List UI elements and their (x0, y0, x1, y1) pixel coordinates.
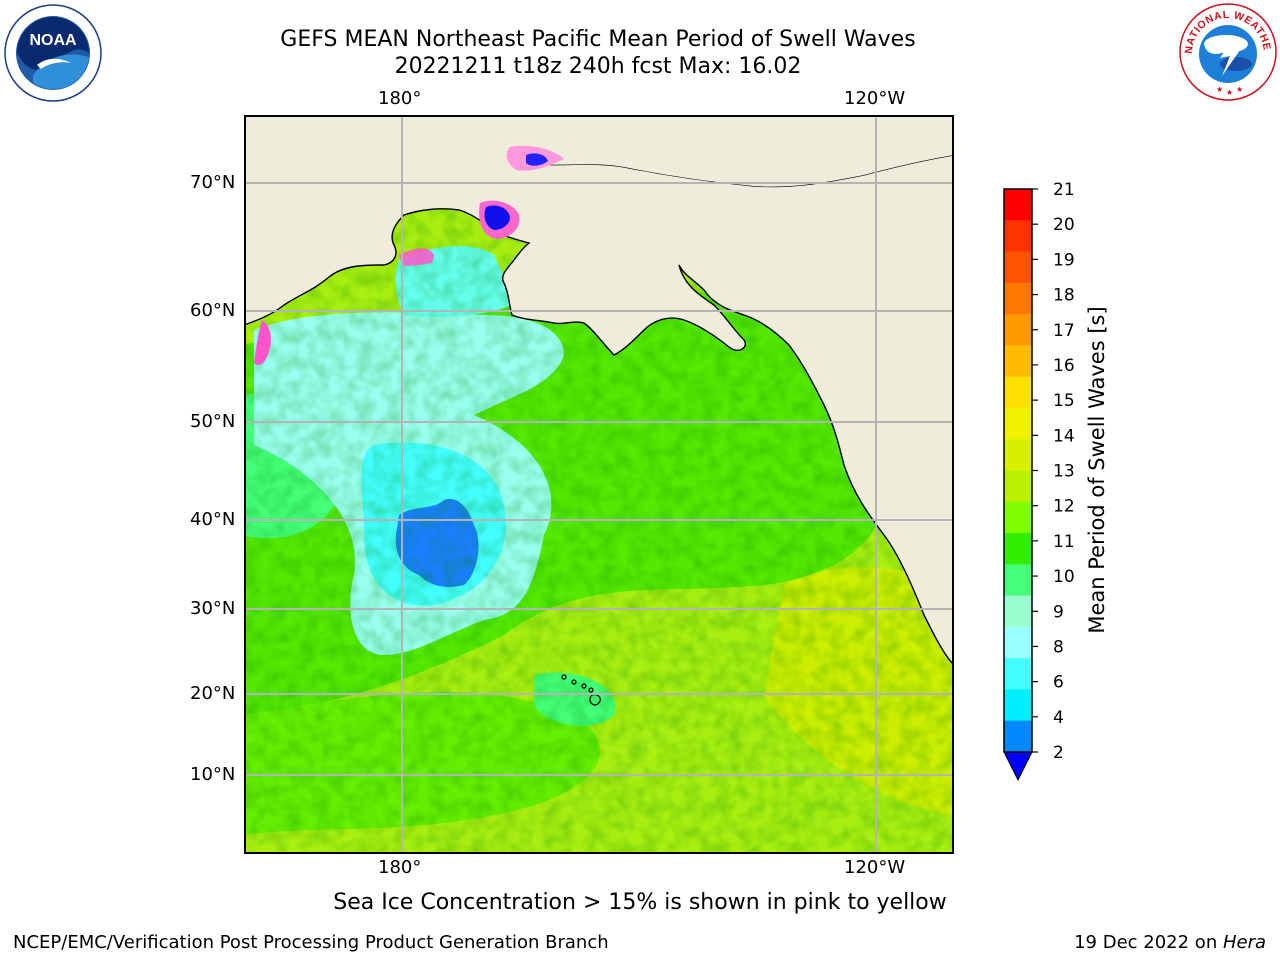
arctic-coastline (513, 154, 954, 188)
colorbar-tick-label: 6 (1053, 673, 1064, 693)
colorbar-title: Mean Period of Swell Waves [s] (1085, 306, 1109, 634)
coastline (244, 208, 954, 666)
colorbar-box (1004, 439, 1032, 471)
colorbar-tick-label: 10 (1053, 567, 1075, 587)
colorbar-box (1004, 501, 1032, 534)
sea-ice-caption: Sea Ice Concentration > 15% is shown in … (333, 890, 947, 915)
colorbar-box (1004, 282, 1032, 315)
lat-label-50n: 50°N (190, 411, 236, 432)
colorbar-box (1004, 720, 1032, 753)
nws-logo: NATIONAL WEATHER SERVICE ★ ★ ★ (1178, 2, 1277, 101)
svg-text:★: ★ (1226, 88, 1233, 97)
colorbar-tick-label: 21 (1053, 180, 1075, 200)
hawaii-islands (561, 674, 601, 706)
colorbar-tick-label: 18 (1053, 286, 1075, 306)
sea-ice-bering-rim (399, 248, 434, 266)
lon-label-bottom-180: 180° (378, 857, 422, 878)
colorbar-tick-label: 8 (1053, 637, 1064, 657)
lat-label-60n: 60°N (190, 300, 236, 321)
colorbar-box (1004, 345, 1032, 378)
colorbar-tick-label: 9 (1053, 602, 1064, 622)
land-north-america-asia (244, 115, 954, 665)
lat-label-40n: 40°N (190, 509, 236, 530)
colorbar-box (1004, 626, 1032, 659)
sea-ice-chukchi-core (484, 205, 510, 230)
lat-label-10n: 10°N (190, 764, 236, 785)
lon-label-bottom-120w: 120°W (844, 857, 906, 878)
colorbar-tick-label: 13 (1053, 462, 1075, 482)
graticule (244, 115, 954, 854)
svg-text:NOAA: NOAA (29, 32, 77, 49)
noaa-logo: NOAA (4, 4, 102, 102)
svg-text:★: ★ (1216, 85, 1223, 94)
colorbar-tick-label: 19 (1053, 250, 1075, 270)
colorbar-box (1004, 220, 1032, 253)
colorbar-box (1004, 189, 1032, 221)
arctic-ocean-strip (244, 115, 954, 187)
lat-label-30n: 30°N (190, 598, 236, 619)
map-title: GEFS MEAN Northeast Pacific Mean Period … (280, 27, 916, 52)
colorbar-box (1004, 533, 1032, 565)
lon-label-top-120w: 120°W (844, 88, 906, 109)
footer-machine: Hera (1222, 932, 1266, 953)
map-subtitle: 20221211 t18z 240h fcst Max: 16.02 (394, 54, 802, 79)
colorbar-tick-label: 14 (1053, 426, 1075, 446)
colorbar: 21 20 19 18 17 16 15 14 13 12 11 10 9 8 6 4 2 (1003, 180, 1075, 782)
sea-ice-beaufort-core (526, 153, 548, 166)
colorbar-tick-label: 11 (1053, 532, 1075, 552)
footer-date: 19 Dec 2022 on Hera (1074, 932, 1266, 953)
colorbar-box (1004, 251, 1032, 284)
colorbar-tick-label: 17 (1053, 321, 1075, 341)
colorbar-tick-label: 15 (1053, 391, 1075, 411)
colorbar-extend-min (1003, 751, 1033, 782)
footer-branch: NCEP/EMC/Verification Post Processing Pr… (13, 932, 609, 953)
lat-label-70n: 70°N (190, 172, 236, 193)
map-frame (244, 115, 954, 854)
colorbar-box (1004, 376, 1032, 409)
footer-date-text: 19 Dec 2022 on (1074, 932, 1223, 953)
colorbar-tick-label: 20 (1053, 215, 1075, 235)
sea-ice-kamchatka-rim (254, 320, 271, 365)
colorbar-box (1004, 595, 1032, 628)
lat-label-20n: 20°N (190, 683, 236, 704)
swell-period-map (244, 115, 954, 854)
colorbar-box (1004, 564, 1032, 597)
colorbar-box (1004, 658, 1032, 690)
colorbar-box (1004, 407, 1032, 440)
colorbar-tick-label: 2 (1053, 743, 1064, 763)
svg-text:★: ★ (1236, 85, 1243, 94)
colorbar-box (1004, 314, 1032, 346)
colorbar-box (1004, 470, 1032, 503)
colorbar-tick-label: 12 (1053, 497, 1075, 517)
colorbar-tick-label: 16 (1053, 356, 1075, 376)
colorbar-tick-label: 4 (1053, 708, 1064, 728)
colorbar-box (1004, 689, 1032, 722)
lon-label-top-180: 180° (378, 88, 422, 109)
